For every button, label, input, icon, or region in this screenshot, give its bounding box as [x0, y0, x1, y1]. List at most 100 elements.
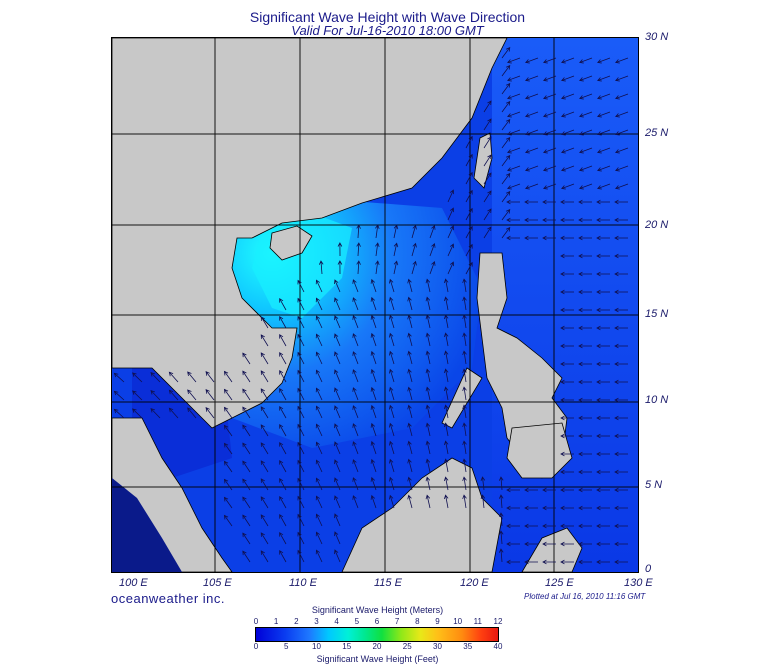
- wave-direction-arrow: [578, 523, 592, 529]
- wave-direction-arrow: [543, 129, 557, 136]
- wave-direction-arrow: [465, 243, 473, 257]
- wave-direction-arrow: [578, 451, 592, 457]
- wave-direction-arrow: [260, 316, 269, 329]
- wave-direction-arrow: [462, 296, 467, 311]
- wave-direction-arrow: [560, 415, 574, 421]
- wave-direction-arrow: [407, 404, 413, 419]
- lat-label-25n: 25 N: [645, 127, 669, 139]
- wave-direction-arrow: [579, 93, 593, 100]
- wave-direction-arrow: [370, 458, 377, 473]
- wave-direction-arrow: [370, 296, 377, 311]
- wave-direction-arrow: [425, 314, 431, 329]
- land-china: [112, 38, 508, 429]
- wave-direction-arrow: [483, 154, 492, 167]
- wave-direction-arrow: [614, 559, 628, 565]
- wave-direction-arrow: [483, 208, 492, 221]
- wave-direction-arrow: [447, 189, 455, 203]
- wave-direction-arrow: [542, 559, 556, 565]
- wave-direction-arrow: [242, 478, 251, 491]
- wave-direction-arrow: [506, 559, 520, 565]
- wave-direction-arrow: [352, 333, 359, 347]
- wave-direction-arrow: [411, 224, 417, 239]
- wave-direction-arrow: [297, 405, 305, 419]
- wave-direction-arrow: [578, 271, 592, 277]
- wave-direction-arrow: [578, 217, 592, 223]
- wave-direction-arrow: [260, 406, 269, 419]
- wave-direction-arrow: [579, 183, 593, 190]
- wave-direction-arrow: [411, 242, 417, 257]
- wave-direction-arrow: [498, 530, 504, 545]
- colorbar-meters-label: Significant Wave Height (Meters): [311, 605, 444, 615]
- wave-direction-arrow: [334, 279, 341, 293]
- wave-direction-arrow: [393, 260, 399, 275]
- wave-direction-arrow: [615, 111, 629, 118]
- lat-label-30n: 30 N: [645, 31, 669, 43]
- wave-direction-arrow: [507, 165, 521, 172]
- meters-tick: 6: [374, 617, 380, 626]
- wave-direction-arrow: [560, 325, 574, 331]
- meters-tick: 9: [435, 617, 440, 626]
- meters-tick: 0: [253, 617, 259, 626]
- map-title: Significant Wave Height with Wave Direct…: [249, 9, 526, 25]
- wave-direction-arrow: [483, 172, 492, 185]
- wave-direction-arrow: [560, 361, 574, 367]
- wave-direction-arrow: [525, 147, 539, 154]
- wave-direction-arrow: [223, 442, 233, 455]
- wave-direction-arrow: [443, 332, 449, 347]
- wave-direction-arrow: [407, 368, 413, 383]
- wave-direction-arrow: [560, 505, 574, 511]
- wave-direction-arrow: [483, 226, 492, 239]
- wave-direction-arrow: [578, 433, 592, 439]
- wave-direction-arrow: [334, 351, 341, 365]
- wave-direction-arrow: [389, 386, 395, 401]
- wave-direction-arrow: [614, 397, 628, 403]
- wave-direction-arrow: [315, 405, 323, 419]
- wave-direction-arrow: [614, 271, 628, 277]
- wave-direction-arrow: [597, 75, 611, 82]
- wave-direction-arrow: [205, 407, 215, 419]
- wave-direction-arrow: [561, 75, 575, 82]
- wave-direction-arrow: [447, 243, 455, 257]
- wave-direction-arrow: [465, 189, 473, 203]
- wave-direction-arrow: [501, 172, 511, 185]
- wave-direction-arrow: [462, 422, 467, 437]
- wave-direction-arrow: [242, 388, 251, 401]
- wave-direction-arrow: [615, 129, 629, 136]
- wave-direction-arrow: [543, 57, 557, 64]
- wave-direction-arrow: [297, 351, 305, 365]
- wave-direction-arrow: [352, 423, 359, 437]
- wave-direction-arrow: [596, 343, 610, 349]
- wave-direction-arrow: [507, 129, 521, 136]
- wave-direction-arrow: [561, 183, 575, 190]
- wave-direction-arrow: [462, 278, 467, 293]
- wave-direction-arrow: [297, 333, 305, 347]
- wave-direction-arrow: [596, 217, 610, 223]
- wave-direction-arrow: [352, 297, 359, 311]
- wave-direction-arrow: [462, 404, 467, 419]
- wave-direction-arrow: [579, 57, 593, 64]
- wave-direction-arrow: [596, 433, 610, 439]
- wave-direction-arrow: [315, 531, 323, 545]
- wave-direction-arrow: [352, 495, 359, 509]
- wave-direction-arrow: [465, 225, 473, 239]
- wave-direction-arrow: [242, 514, 251, 527]
- wave-direction-arrow: [223, 424, 233, 437]
- wave-direction-arrow: [425, 458, 431, 473]
- land-hainan: [269, 225, 313, 261]
- wave-direction-arrow: [524, 235, 538, 241]
- wave-direction-arrow: [614, 253, 628, 259]
- wave-direction-arrow: [425, 296, 431, 311]
- wave-direction-arrow: [501, 100, 511, 113]
- wave-direction-arrow: [578, 253, 592, 259]
- wave-direction-arrow: [389, 350, 395, 365]
- wave-direction-arrow: [242, 352, 251, 365]
- wave-direction-arrow: [615, 147, 629, 154]
- wave-direction-arrow: [223, 460, 233, 473]
- wave-direction-arrow: [443, 476, 449, 491]
- wave-direction-arrow: [279, 333, 287, 347]
- wave-direction-arrow: [443, 422, 449, 437]
- wave-direction-arrow: [315, 369, 323, 383]
- wave-direction-arrow: [525, 57, 539, 64]
- wave-direction-arrow: [560, 379, 574, 385]
- wave-direction-arrow: [506, 541, 520, 547]
